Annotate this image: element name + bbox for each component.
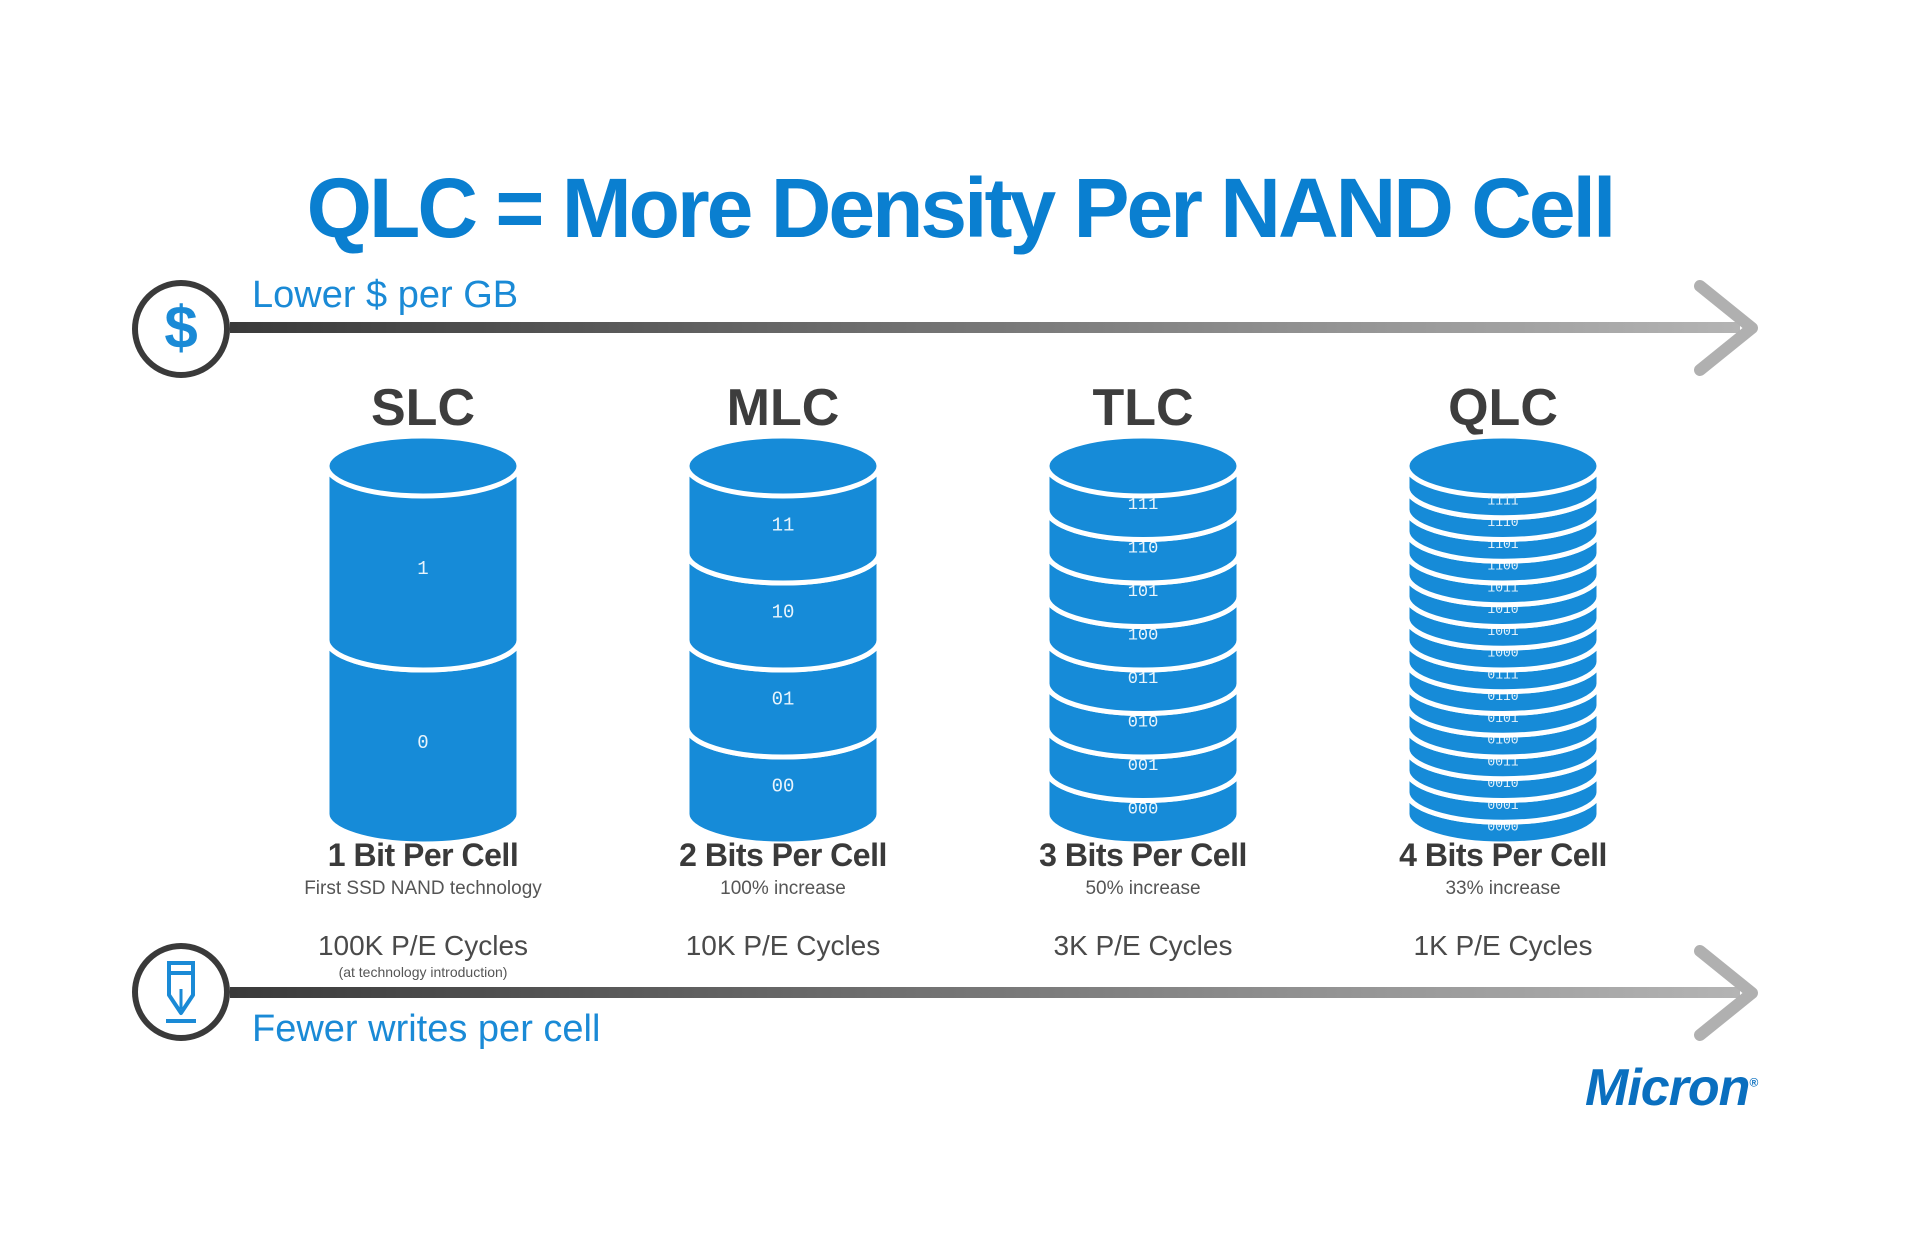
cell-layer: 1111 [1404,433,1602,521]
cell-layer-value: 011 [1128,670,1159,689]
svg-text:$: $ [164,294,197,361]
cell-layer-value: 11 [772,515,795,537]
bits-per-cell-label: 4 Bits Per Cell [1399,837,1607,873]
cell-layer: 111 [1044,433,1242,542]
column-description: 50% increase [1085,878,1201,899]
cell-layer-value: 00 [772,776,795,798]
dollar-icon-circle: $ [132,280,230,378]
column-title: MLC [726,379,840,437]
cell-layer-value: 10 [772,602,795,624]
page-title: QLC = More Density Per NAND Cell [306,161,1617,255]
cell-stack: 000 001 010 011 100 101 110 111 [1044,433,1242,847]
bits-per-cell-label: 3 Bits Per Cell [1039,837,1247,873]
pe-cycles-label: 3K P/E Cycles [1053,930,1233,961]
cell-layer-value: 010 [1128,713,1159,732]
column-description: First SSD NAND technology [304,878,542,899]
top-arrow-line [230,322,1740,333]
bits-per-cell-label: 2 Bits Per Cell [679,837,887,873]
bits-per-cell-label: 1 Bit Per Cell [327,837,519,873]
cell-stack: 0000000100100011010001010110011110001001… [1404,433,1602,847]
cell-layer-value: 1 [417,558,428,580]
cell-stack: 00 01 10 11 [684,433,882,847]
pe-cycles-label: 1K P/E Cycles [1413,930,1593,961]
cell-layer-value: 1111 [1487,493,1518,508]
cell-layer-value: 000 [1128,800,1159,819]
cell-stack: 01 [324,433,522,847]
pen-nib-icon-circle [132,943,230,1041]
cell-layer-body [684,550,882,673]
cell-layer-top [324,433,522,499]
pe-cycles-note: (at technology introduction) [338,964,508,980]
micron-logo: Micron® [1585,1058,1758,1118]
column-title: SLC [371,379,475,437]
cell-layer-body [684,724,882,847]
cell-layer-body [684,463,882,586]
cell-layer-top [1044,433,1242,499]
cell-layer-top [1404,433,1602,499]
cell-layer-top [684,433,882,499]
cell-layer-value: 01 [772,689,795,711]
cell-layer-value: 110 [1128,539,1159,558]
cell-layer-body [684,637,882,760]
top-arrow-label: Lower $ per GB [252,274,519,316]
dollar-icon: $ [164,294,197,361]
cell-layer-value: 001 [1128,757,1159,776]
cell-layer-body [324,637,522,847]
pen-nib-icon [166,961,196,1023]
cell-layer-value: 0 [417,732,428,754]
column-description: 100% increase [720,878,846,899]
column-title: TLC [1092,379,1194,437]
logo-mark: ® [1749,1075,1758,1090]
bottom-arrow-label: Fewer writes per cell [252,1008,601,1050]
cell-layer-value: 111 [1128,496,1159,515]
cell-layer-value: 101 [1128,583,1159,602]
cell-layer: 11 [684,433,882,586]
column-description: 33% increase [1445,878,1561,899]
column-title: QLC [1448,379,1558,437]
cell-layer-body [324,463,522,673]
bottom-arrow-head [1694,945,1758,1041]
pe-cycles-label: 100K P/E Cycles [317,930,529,961]
cell-layer-value: 100 [1128,626,1159,645]
top-arrow-head [1694,280,1758,376]
cell-layer: 1 [324,433,522,673]
pe-cycles-label: 10K P/E Cycles [685,930,881,961]
logo-text: Micron [1585,1059,1750,1117]
bottom-arrow-line [230,987,1740,998]
